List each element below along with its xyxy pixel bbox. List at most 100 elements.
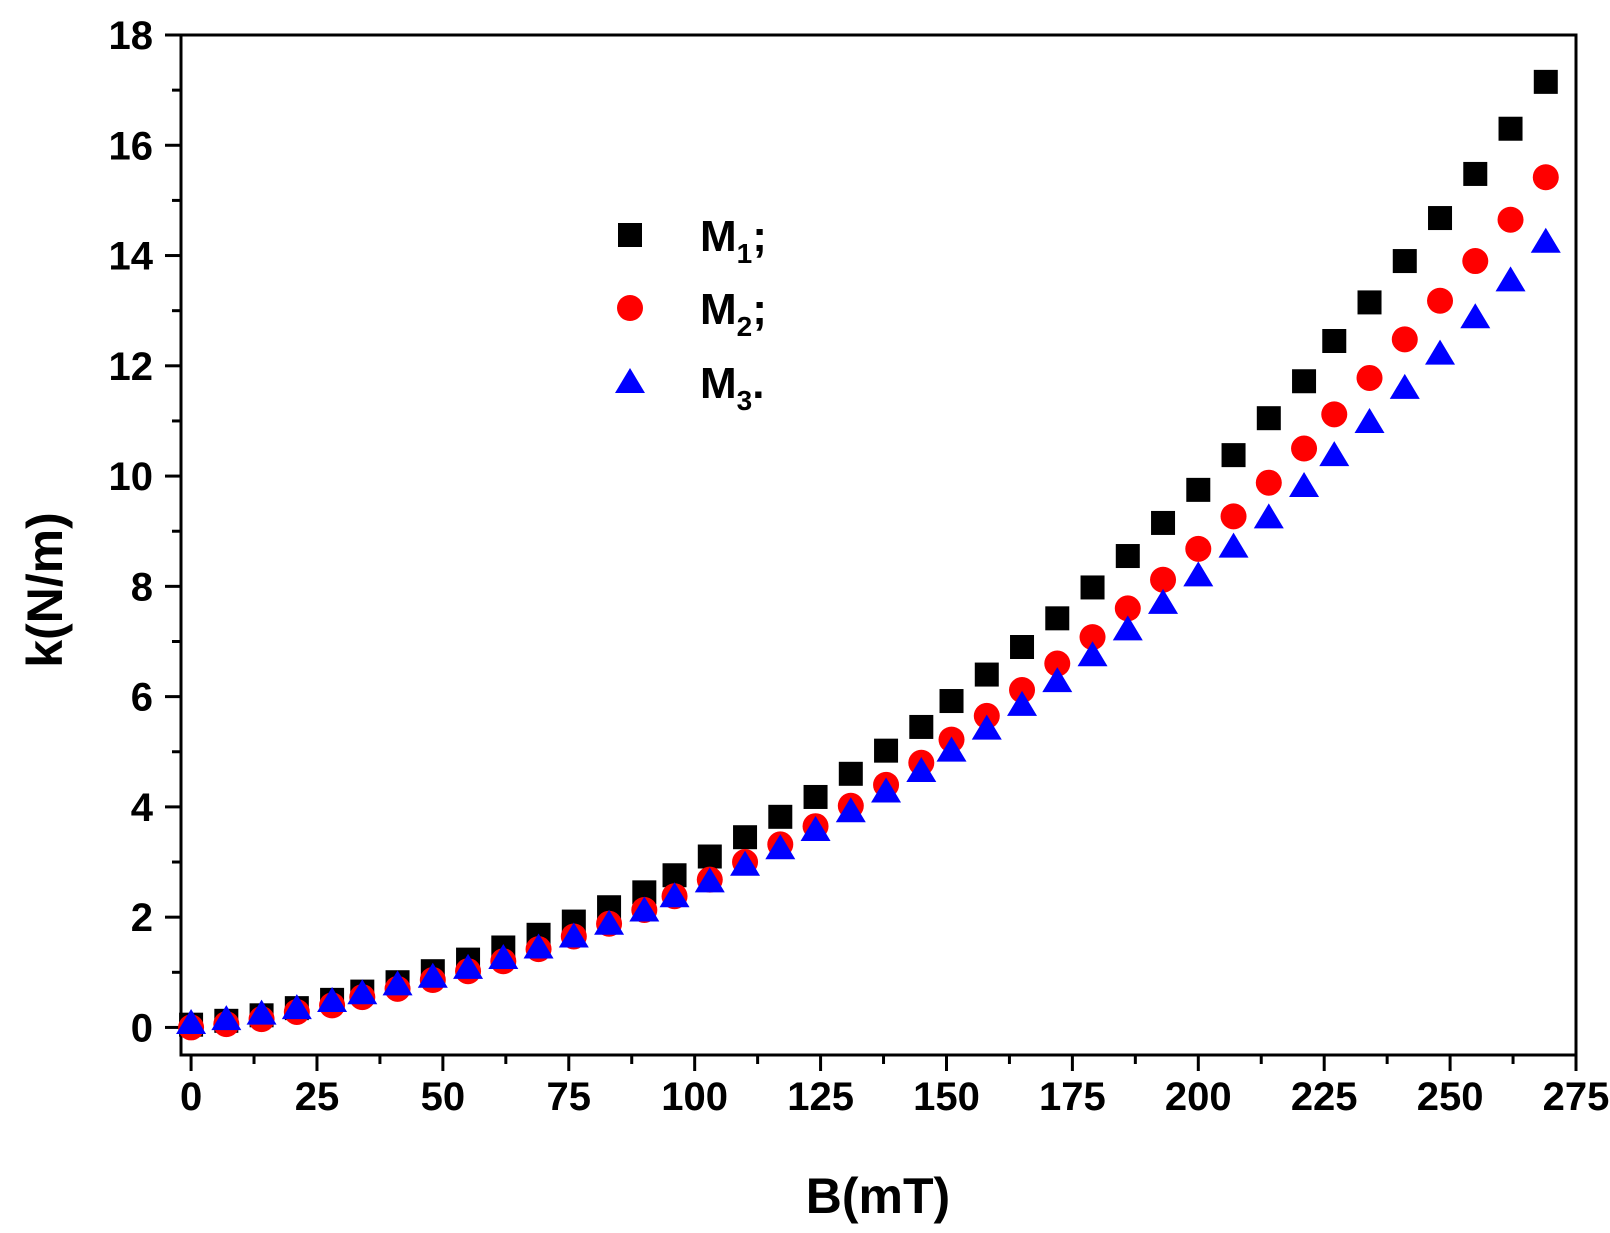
data-point-m3 <box>176 1009 207 1035</box>
data-point-m1 <box>1151 510 1176 535</box>
data-point-m3 <box>906 757 937 783</box>
x-tick-label: 150 <box>913 1075 980 1119</box>
y-tick-label: 2 <box>131 896 153 940</box>
legend-label-m2: M2; <box>700 285 767 342</box>
data-point-m3 <box>1319 441 1350 467</box>
data-point-m3 <box>1253 503 1284 529</box>
data-point-m2 <box>1291 435 1318 462</box>
data-point-m1 <box>874 738 899 763</box>
data-point-m3 <box>558 922 589 948</box>
data-point-m3 <box>971 714 1002 740</box>
data-point-m1 <box>1533 69 1558 94</box>
data-point-m3 <box>1289 472 1320 498</box>
y-tick-label: 14 <box>109 235 154 279</box>
data-point-m2 <box>1462 248 1489 275</box>
data-point-m3 <box>835 797 866 823</box>
legend-label-m1: M1; <box>700 212 767 269</box>
data-point-m3 <box>1077 641 1108 667</box>
data-point-m1 <box>1010 635 1035 659</box>
y-axis-title: k(N/m) <box>17 512 73 668</box>
x-tick-labels: 0 25 50 75 100 125 150 175 200 225 250 275 <box>180 1075 1609 1119</box>
data-point-m1 <box>1115 544 1140 569</box>
data-point-m2 <box>1114 595 1141 622</box>
x-tick-label: 200 <box>1165 1075 1232 1119</box>
data-point-m3 <box>382 970 413 996</box>
data-point-m3 <box>594 909 625 935</box>
data-point-m1 <box>1498 116 1523 141</box>
data-point-m1 <box>1322 329 1347 353</box>
data-point-m3 <box>211 1005 242 1031</box>
x-tick-label: 225 <box>1291 1075 1358 1119</box>
x-axis-title: B(mT) <box>806 1168 950 1224</box>
data-point-m1 <box>1292 369 1317 394</box>
data-point-m2 <box>1532 164 1559 191</box>
data-point-m2 <box>1009 677 1036 704</box>
data-point-m2 <box>1391 326 1418 353</box>
axis-ticks <box>165 33 1578 1071</box>
legend: M1; M2; M3. <box>615 212 767 416</box>
y-tick-label: 0 <box>131 1006 153 1050</box>
data-point-m2 <box>1079 624 1106 651</box>
data-point-m2 <box>1185 535 1212 562</box>
y-tick-label: 10 <box>109 455 154 499</box>
x-tick-label: 250 <box>1417 1075 1484 1119</box>
series-2 <box>178 164 1559 1041</box>
data-point-m2 <box>1356 364 1383 391</box>
data-point-m1 <box>1221 443 1246 468</box>
data-point-m1 <box>768 804 793 829</box>
data-point-m2 <box>1150 566 1177 593</box>
data-point-m1 <box>1463 161 1488 186</box>
data-point-m3 <box>1495 266 1526 292</box>
series-3 <box>176 227 1561 1035</box>
legend-marker-m2 <box>617 295 643 321</box>
x-tick-label: 125 <box>787 1075 854 1119</box>
data-point-m1 <box>1357 290 1382 315</box>
data-point-m1 <box>1080 575 1105 600</box>
data-point-m3 <box>1460 303 1491 329</box>
data-point-m3 <box>1042 667 1073 693</box>
data-point-m3 <box>523 933 554 959</box>
data-point-m3 <box>659 882 690 908</box>
data-point-m3 <box>1530 227 1561 253</box>
y-tick-label: 4 <box>131 786 154 830</box>
series-1 <box>179 69 1558 1037</box>
data-point-m3 <box>765 834 796 860</box>
data-markers <box>176 69 1561 1041</box>
data-point-m1 <box>909 714 934 739</box>
data-point-m3 <box>488 943 519 969</box>
x-tick-label: 75 <box>547 1075 592 1119</box>
y-tick-label: 12 <box>109 345 154 389</box>
data-point-m3 <box>694 867 725 893</box>
data-point-m1 <box>1392 249 1417 274</box>
data-point-m3 <box>1007 690 1038 716</box>
data-point-m1 <box>697 844 722 869</box>
data-point-m1 <box>1045 606 1070 631</box>
x-tick-label: 275 <box>1543 1075 1610 1119</box>
data-point-m3 <box>1112 615 1143 641</box>
data-point-m3 <box>936 736 967 762</box>
data-point-m3 <box>417 962 448 988</box>
x-tick-label: 25 <box>295 1075 340 1119</box>
data-point-m3 <box>1354 408 1385 434</box>
legend-label-m3: M3. <box>700 359 764 416</box>
data-point-m1 <box>1256 406 1281 431</box>
data-point-m1 <box>733 825 758 850</box>
data-point-m3 <box>1425 339 1456 365</box>
y-tick-labels: 0 2 4 6 8 10 12 14 16 18 <box>109 14 154 1050</box>
data-point-m3 <box>281 994 312 1020</box>
data-point-m2 <box>1321 401 1348 428</box>
data-point-m2 <box>1255 469 1282 496</box>
data-point-m1 <box>939 689 964 714</box>
data-point-m3 <box>1218 532 1249 558</box>
data-point-m1 <box>974 662 999 687</box>
data-point-m2 <box>1044 650 1071 677</box>
legend-marker-m3 <box>615 368 645 393</box>
data-point-m3 <box>730 850 761 876</box>
x-tick-label: 50 <box>421 1075 466 1119</box>
y-tick-label: 8 <box>131 565 153 609</box>
legend-marker-m1 <box>618 223 642 247</box>
y-tick-label: 18 <box>109 14 154 58</box>
data-point-m2 <box>1497 206 1524 233</box>
plot-frame <box>179 33 1578 1057</box>
